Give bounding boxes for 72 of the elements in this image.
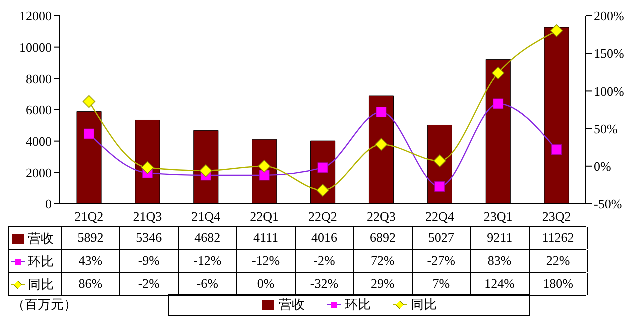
x-tick-label: 22Q4: [425, 209, 455, 224]
data-label: 4111: [236, 227, 295, 249]
point: [434, 181, 446, 192]
y2-tick-label: -50%: [594, 196, 622, 212]
data-label: -2%: [119, 273, 178, 295]
data-label: -12%: [178, 250, 236, 272]
x-tick-label: 21Q2: [74, 209, 104, 224]
x-tick-label: 21Q4: [192, 209, 222, 224]
x-tick-label: 23Q2: [542, 209, 572, 224]
point: [376, 107, 387, 118]
x-tick-label: 23Q1: [484, 209, 513, 224]
y2-tick-label: 200%: [594, 8, 624, 24]
x-tick-label: 22Q1: [250, 209, 279, 224]
data-label: 124%: [470, 273, 529, 295]
y-tick-label: 0: [46, 196, 52, 212]
y2-tick-label: 100%: [594, 84, 624, 99]
point: [316, 184, 330, 197]
data-label: 72%: [353, 250, 412, 272]
point: [375, 138, 388, 151]
data-label: 180%: [528, 273, 587, 295]
legend-label: 营收: [28, 230, 54, 248]
legend-label: 环比: [28, 253, 54, 271]
point: [141, 162, 154, 174]
point: [259, 170, 270, 181]
x-tick-label: 21Q3: [133, 209, 162, 224]
data-label: 6892: [353, 227, 412, 249]
data-label: -32%: [294, 273, 354, 295]
data-label: -2%: [294, 250, 354, 272]
data-label: 4682: [178, 227, 236, 249]
data-label: 5346: [119, 227, 178, 249]
y-tick-label: 12000: [20, 8, 52, 24]
point: [318, 162, 328, 174]
point: [258, 160, 271, 173]
y-tick-label: 6000: [26, 102, 52, 118]
x-tick-label: 22Q3: [367, 209, 396, 224]
point: [552, 144, 562, 156]
text: 营收: [279, 297, 305, 312]
data-label: -9%: [119, 250, 178, 272]
y-tick-label: 4000: [26, 134, 52, 149]
y-tick-label: 10000: [20, 40, 52, 55]
text: 同比: [411, 297, 437, 312]
data-label: -6%: [178, 273, 236, 295]
point: [492, 66, 505, 80]
text: 环比: [345, 297, 371, 312]
data-label: 7%: [412, 273, 470, 295]
point: [200, 164, 212, 178]
x-tick-label: 22Q2: [308, 209, 338, 224]
point: [82, 95, 96, 108]
data-label: 11262: [528, 227, 587, 249]
data-label: 83%: [470, 250, 529, 272]
data-label: 86%: [61, 273, 120, 295]
y2-tick-label: 50%: [594, 121, 618, 136]
data-label: 22%: [528, 250, 587, 272]
y2-tick-label: 0%: [594, 159, 612, 174]
y2-tick-label: 150%: [594, 46, 624, 62]
data-label: 9211: [470, 227, 529, 249]
data-label: 5027: [412, 227, 470, 249]
point: [493, 98, 504, 110]
y-tick-label: 8000: [26, 71, 52, 86]
data-label: 43%: [61, 250, 120, 272]
data-label: -27%: [412, 250, 470, 272]
data-label: 5892: [61, 227, 120, 249]
point: [550, 24, 564, 38]
text: （百万元）: [12, 296, 77, 314]
data-label: 0%: [236, 273, 295, 295]
point: [434, 154, 446, 168]
y-tick-label: 2000: [26, 165, 52, 180]
data-label: -12%: [236, 250, 295, 272]
data-label: 29%: [353, 273, 412, 295]
legend-label: 同比: [28, 276, 54, 294]
data-label: 4016: [294, 227, 354, 249]
point: [84, 128, 94, 140]
